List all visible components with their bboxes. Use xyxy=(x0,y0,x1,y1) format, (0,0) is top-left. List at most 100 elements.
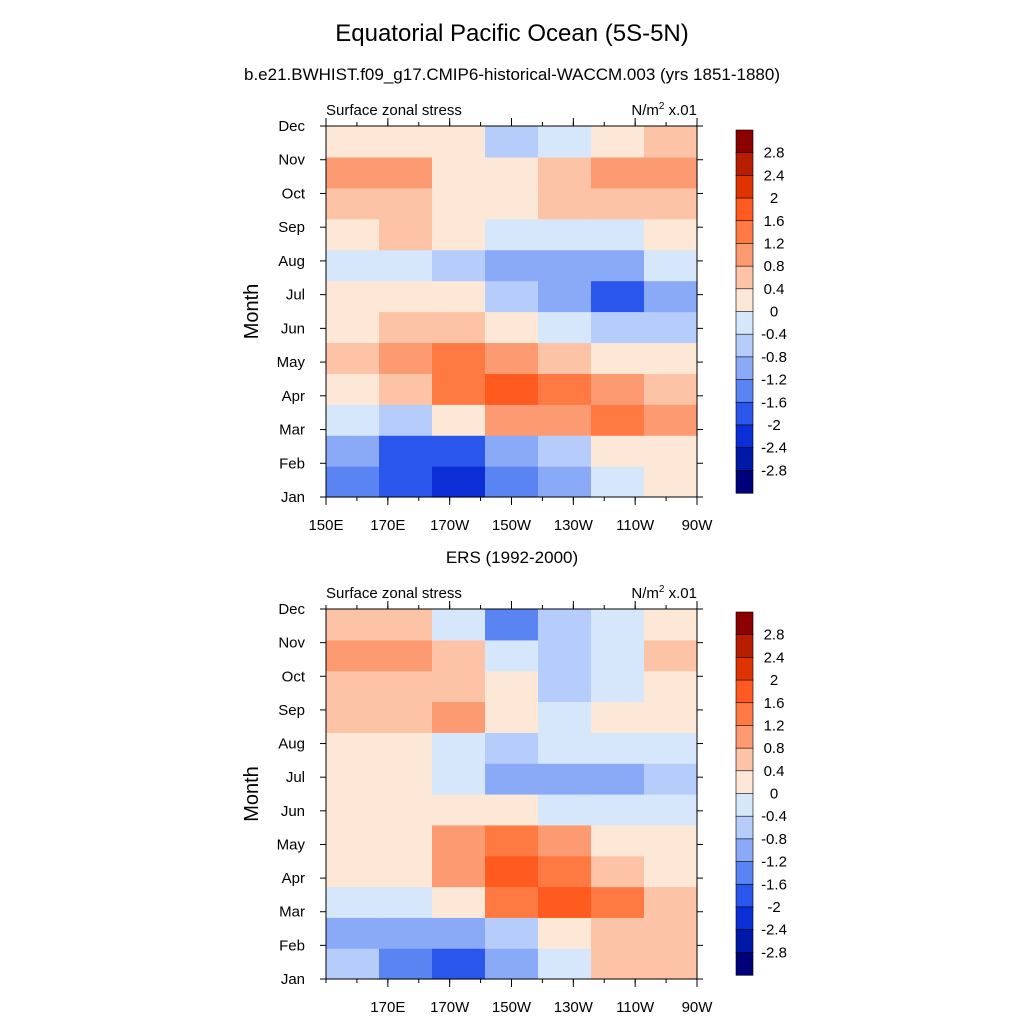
colorbar-swatch xyxy=(735,702,754,727)
heatmap-cell xyxy=(591,218,645,251)
x-tick-label: 130W xyxy=(554,517,594,534)
x-tick-label: 150E xyxy=(308,517,343,534)
heatmap-cell xyxy=(538,466,592,498)
heatmap-cell xyxy=(591,609,645,641)
colorbar-swatch xyxy=(735,243,754,267)
left-label: Surface zonal stress xyxy=(326,585,462,602)
heatmap-cell xyxy=(432,701,486,733)
main-subtitle: b.e21.BWHIST.f09_g17.CMIP6-historical-WA… xyxy=(243,65,781,84)
colorbar-swatch xyxy=(735,197,754,222)
heatmap-cell xyxy=(644,435,698,467)
main-title: Equatorial Pacific Ocean (5S-5N) xyxy=(335,20,689,47)
heatmap-cell xyxy=(432,855,486,888)
heatmap-cell xyxy=(326,794,380,826)
heatmap-cell xyxy=(326,311,380,344)
heatmap-cell xyxy=(432,948,486,980)
x-tick-label: 90W xyxy=(682,999,714,1016)
heatmap-cell xyxy=(644,342,698,374)
colorbar-swatch xyxy=(735,379,754,403)
heatmap-cell xyxy=(591,466,645,498)
colorbar-label: 0.8 xyxy=(764,740,785,757)
heatmap-cell xyxy=(379,218,433,251)
colorbar-label: 2 xyxy=(770,190,778,207)
colorbar-label: 2 xyxy=(770,672,778,689)
panel-2: Jan Feb Mar Apr May Jun Jul Aug Sep Oct Nov Dec 170E… xyxy=(241,584,787,1016)
heatmap-cell xyxy=(644,218,698,251)
y-tick-label: Jul xyxy=(286,287,305,304)
heatmap-cell xyxy=(591,794,645,826)
heatmap-cell xyxy=(591,701,645,733)
heatmap-cell xyxy=(538,249,592,282)
heatmap-cell xyxy=(432,126,486,158)
heatmap-cell xyxy=(538,280,592,313)
colorbar-swatch xyxy=(735,220,754,245)
heatmap-cell xyxy=(538,886,592,918)
colorbar-label: -0.4 xyxy=(761,326,787,343)
heatmap-cell xyxy=(432,311,486,344)
heatmap-cell xyxy=(644,639,698,672)
x-tick-label: 130W xyxy=(554,999,594,1016)
colorbar-label: 1.2 xyxy=(764,717,785,734)
colorbar-swatch xyxy=(735,906,754,931)
heatmap-cell xyxy=(432,763,486,795)
heatmap-cell xyxy=(538,701,592,733)
colorbar-swatch xyxy=(735,725,754,749)
heatmap-cell xyxy=(485,948,539,980)
colorbar-swatch xyxy=(735,333,754,358)
colorbar-label: -0.8 xyxy=(761,831,787,848)
x-tick-label: 110W xyxy=(616,517,655,534)
heatmap-cell xyxy=(379,280,433,313)
heatmap-cell xyxy=(432,342,486,374)
colorbar-swatch xyxy=(735,356,754,381)
heatmap-cell xyxy=(326,342,380,374)
heatmap-cell xyxy=(485,639,539,672)
units-label: N/m2 x.01 xyxy=(631,584,697,602)
heatmap-cell xyxy=(591,948,645,980)
heatmap-cell xyxy=(591,373,645,405)
heatmap-cell xyxy=(379,917,433,949)
colorbar-label: 2.4 xyxy=(764,167,785,184)
heatmap-cell xyxy=(432,732,486,764)
heatmap-cell xyxy=(326,639,380,672)
colorbar-swatch xyxy=(735,929,754,953)
heatmap-cell xyxy=(379,187,433,220)
heatmap-cell xyxy=(591,404,645,436)
heatmap-cell xyxy=(379,886,433,918)
heatmap-cell xyxy=(644,732,698,764)
colorbar-label: -2.8 xyxy=(761,944,787,961)
heatmap-cell xyxy=(326,280,380,313)
colorbar: 2.8 2.4 2 1.6 1.2 0.8 0.4 0 -0.4 -0.8 -1.2 -1.6 -2 -2… xyxy=(735,611,787,976)
y-tick-label: May xyxy=(277,354,306,371)
colorbar-swatch xyxy=(735,883,754,908)
heatmap-cell xyxy=(644,187,698,220)
heatmap-cell xyxy=(591,824,645,857)
heatmap-cell xyxy=(485,609,539,641)
colorbar-swatch xyxy=(735,401,754,426)
heatmap-cell xyxy=(326,886,380,918)
heatmap-cell xyxy=(379,466,433,498)
heatmap-cell xyxy=(591,156,645,189)
heatmap-cell xyxy=(326,917,380,949)
heatmap-cell xyxy=(644,794,698,826)
heatmap-cell xyxy=(379,609,433,641)
colorbar-label: 2.8 xyxy=(764,627,785,644)
heatmap-cell xyxy=(379,732,433,764)
heatmap-cell xyxy=(538,187,592,220)
heatmap-cell xyxy=(326,824,380,857)
heatmap-cell xyxy=(538,670,592,703)
heatmap-cell xyxy=(591,639,645,672)
colorbar-swatch xyxy=(735,861,754,885)
heatmap-cell xyxy=(485,701,539,733)
heatmap-cell xyxy=(644,466,698,498)
colorbar-swatch xyxy=(735,152,754,176)
heatmap-cell xyxy=(644,126,698,158)
y-tick-label: Apr xyxy=(282,870,305,887)
heatmap-cell xyxy=(326,609,380,641)
y-tick-label: Feb xyxy=(279,937,305,954)
heatmap-cell xyxy=(644,373,698,405)
y-tick-label: Dec xyxy=(278,601,305,618)
y-axis-title: Month xyxy=(241,284,263,340)
heatmap-cell xyxy=(379,824,433,857)
colorbar-label: -2 xyxy=(767,417,780,434)
